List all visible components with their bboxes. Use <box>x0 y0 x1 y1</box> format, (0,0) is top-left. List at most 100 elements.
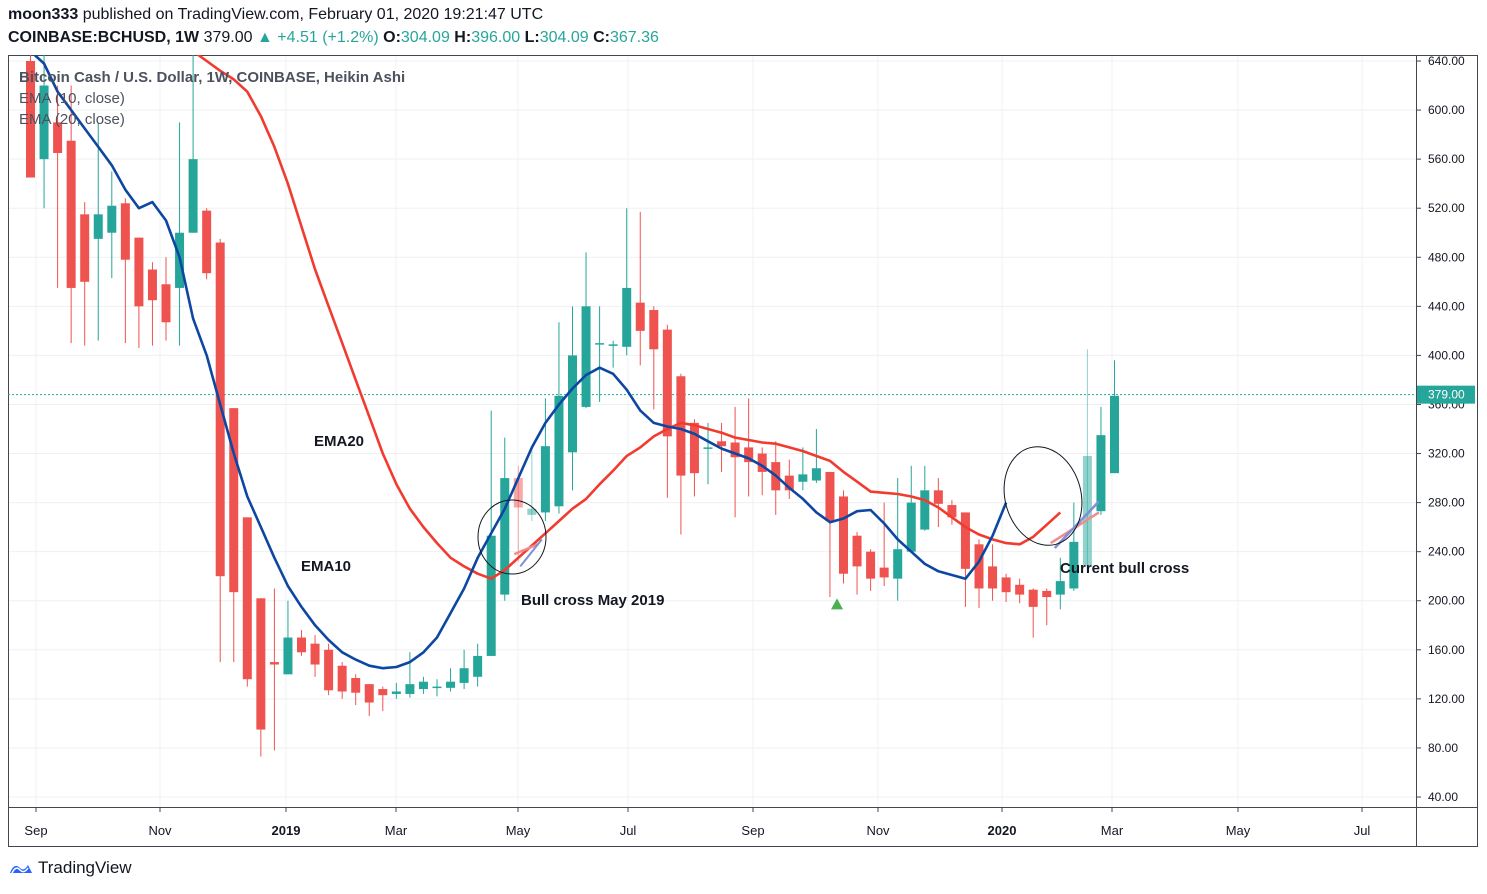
candle-body[interactable] <box>540 446 550 513</box>
legend-ema10[interactable]: EMA (10, close) <box>19 90 125 107</box>
candle-body[interactable] <box>744 447 754 463</box>
brand-name[interactable]: TradingView <box>38 858 132 877</box>
candle-body[interactable] <box>703 447 713 449</box>
candle-body[interactable] <box>134 237 144 307</box>
candle-body[interactable] <box>405 684 415 694</box>
candle-body[interactable] <box>26 61 35 178</box>
candle-body[interactable] <box>80 214 90 282</box>
candle-body[interactable] <box>784 475 794 491</box>
x-tick-label: Nov <box>866 823 890 838</box>
bull-cross-may-annotation[interactable]: Bull cross May 2019 <box>521 592 664 609</box>
candle-body[interactable] <box>418 681 428 690</box>
current-bull-cross-annotation[interactable]: Current bull cross <box>1060 560 1189 577</box>
candle-body[interactable] <box>364 684 374 703</box>
candle-body[interactable] <box>269 662 279 665</box>
candle-body[interactable] <box>513 478 523 508</box>
candle-body[interactable] <box>229 408 239 593</box>
candle-body[interactable] <box>1055 581 1065 595</box>
legend-ema20[interactable]: EMA (20, close) <box>19 111 125 128</box>
candle-body[interactable] <box>53 122 63 153</box>
candle-body[interactable] <box>459 668 469 683</box>
candle-body[interactable] <box>256 598 266 730</box>
buy-signal-triangle-icon[interactable] <box>831 598 843 610</box>
candle-body[interactable] <box>988 566 998 589</box>
candle-body[interactable] <box>215 242 225 577</box>
candle-body[interactable] <box>1069 541 1079 589</box>
candle-body[interactable] <box>662 329 672 437</box>
candle-body[interactable] <box>324 649 334 691</box>
candle-body[interactable] <box>527 508 537 515</box>
candle-body[interactable] <box>1001 577 1011 593</box>
candle-body[interactable] <box>960 512 970 569</box>
candle-body[interactable] <box>161 284 171 323</box>
candle-body[interactable] <box>391 691 401 694</box>
candle-body[interactable] <box>554 395 564 507</box>
candle-body[interactable] <box>378 689 388 696</box>
plot-area[interactable]: EMA20 EMA10 Bull cross May 2019 Current bul… <box>8 55 1416 757</box>
candle-body[interactable] <box>93 214 103 239</box>
author-name[interactable]: moon333 <box>8 6 79 23</box>
y-tick-label: 440.00 <box>1428 299 1465 313</box>
candle-body[interactable] <box>689 422 699 474</box>
candle-body[interactable] <box>933 490 943 504</box>
candle-body[interactable] <box>920 490 930 530</box>
x-tick-label: May <box>1226 823 1251 838</box>
candle-body[interactable] <box>39 85 49 160</box>
candle-body[interactable] <box>717 441 727 447</box>
candle-body[interactable] <box>147 269 157 301</box>
candle-body[interactable] <box>839 496 848 574</box>
candle-body[interactable] <box>595 343 605 345</box>
candle-body[interactable] <box>947 505 957 518</box>
candle-body[interactable] <box>1110 395 1119 474</box>
candle-body[interactable] <box>283 637 293 675</box>
ema10-annotation[interactable]: EMA10 <box>301 558 351 575</box>
ema10-line[interactable] <box>31 55 1008 670</box>
candle-body[interactable] <box>351 678 361 693</box>
candle-body[interactable] <box>852 535 862 567</box>
candle-body[interactable] <box>730 442 740 458</box>
candle-body[interactable] <box>202 210 212 274</box>
candle-body[interactable] <box>310 643 320 665</box>
candle-body[interactable] <box>635 302 645 331</box>
candle-body[interactable] <box>893 549 903 579</box>
candle-body[interactable] <box>337 665 347 692</box>
current-cross-circle[interactable] <box>993 438 1092 554</box>
candle-body[interactable] <box>473 655 483 677</box>
symbol-line: COINBASE:BCHUSD, 1W 379.00 ▲ +4.51 (+1.2… <box>8 29 659 47</box>
candle-body[interactable] <box>879 567 889 578</box>
candle-body[interactable] <box>622 287 632 347</box>
candle-body[interactable] <box>66 140 76 288</box>
candle-body[interactable] <box>1082 455 1092 566</box>
candle-body[interactable] <box>432 686 442 689</box>
chart-frame[interactable]: 40.00 80.00 120.00 160.00 200.00 240.00 280.00… <box>8 55 1478 847</box>
candle-body[interactable] <box>825 471 835 521</box>
candle-body[interactable] <box>1028 589 1038 607</box>
candle-body[interactable] <box>446 681 456 688</box>
candle-body[interactable] <box>1042 590 1052 598</box>
candle-body[interactable] <box>297 637 306 653</box>
candle-body[interactable] <box>486 535 496 656</box>
candle-body[interactable] <box>676 376 686 476</box>
candle-body[interactable] <box>649 310 659 350</box>
candle-body[interactable] <box>242 517 252 680</box>
candle-body[interactable] <box>811 468 821 481</box>
price-chart[interactable]: 40.00 80.00 120.00 160.00 200.00 240.00 280.00… <box>8 55 1478 847</box>
candle-body[interactable] <box>568 355 577 453</box>
candle-body[interactable] <box>866 551 876 579</box>
candle-body[interactable] <box>107 205 117 233</box>
candle-body[interactable] <box>581 306 591 407</box>
candle-body[interactable] <box>798 474 808 482</box>
candle-body[interactable] <box>500 478 510 595</box>
candle-body[interactable] <box>188 159 198 233</box>
may-cross-circle[interactable] <box>477 499 547 575</box>
candle-body[interactable] <box>120 203 130 260</box>
candle-body[interactable] <box>1015 584 1025 595</box>
candle-body[interactable] <box>906 502 916 552</box>
candle-body[interactable] <box>608 344 618 346</box>
candle-body[interactable] <box>757 453 767 472</box>
candle-body[interactable] <box>974 544 984 589</box>
candle-body[interactable] <box>1096 435 1106 512</box>
tradingview-logo-icon <box>10 865 32 874</box>
ema20-line[interactable] <box>98 55 1062 581</box>
ema20-annotation[interactable]: EMA20 <box>314 433 364 450</box>
